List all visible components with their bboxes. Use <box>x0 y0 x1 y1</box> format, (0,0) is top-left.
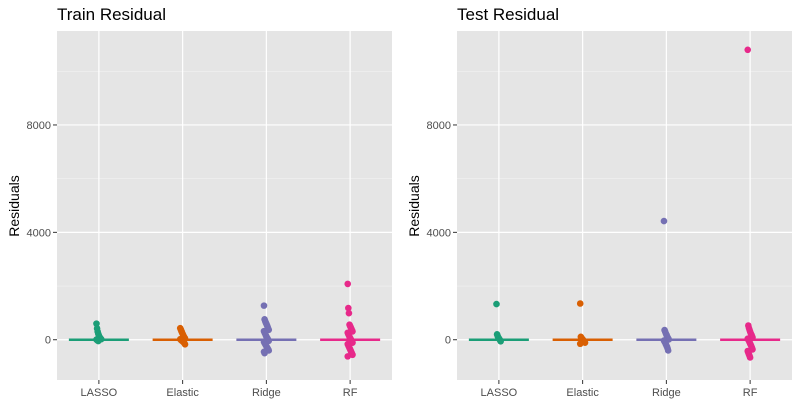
y-tick-label: 8000 <box>427 120 451 132</box>
x-tick-label: RF <box>343 387 358 399</box>
y-tick-label: 0 <box>45 335 51 347</box>
train-chart: 0 4000 8000 LASSO Elastic Ridge RF <box>27 31 392 399</box>
data-point <box>744 46 752 54</box>
test-chart: 0 4000 8000 LASSO Elastic Ridge RF <box>427 31 792 399</box>
data-point <box>345 304 352 312</box>
data-point <box>345 309 353 317</box>
data-point <box>344 353 352 360</box>
data-point <box>576 340 584 348</box>
data-point <box>660 217 668 225</box>
x-tick-label: Ridge <box>252 387 281 399</box>
x-tick-label: LASSO <box>81 387 118 399</box>
data-point <box>576 300 584 307</box>
data-point <box>181 340 189 348</box>
y-tick-label: 4000 <box>427 227 451 239</box>
y-tick-label: 8000 <box>27 120 51 132</box>
x-tick-label: LASSO <box>481 387 518 399</box>
y-tick-label: 4000 <box>27 227 51 239</box>
data-point <box>260 302 268 309</box>
data-point <box>746 354 754 361</box>
x-tick-label: Elastic <box>166 387 199 399</box>
data-point <box>261 349 268 357</box>
y-tick-label: 0 <box>445 335 451 347</box>
data-point <box>497 338 504 345</box>
data-point <box>344 280 352 288</box>
panel-title: Train Residual <box>57 5 166 24</box>
plot-background <box>457 31 792 380</box>
train-panel: Train Residual Residuals 0 4000 8000 LASSO E… <box>6 5 392 399</box>
data-point <box>93 320 100 327</box>
plot-background <box>57 31 392 380</box>
x-tick-label: Elastic <box>566 387 599 399</box>
data-point <box>664 347 672 354</box>
test-panel: Test Residual Residuals 0 4000 8000 LASSO El… <box>400 0 800 412</box>
data-point <box>94 337 102 345</box>
x-tick-label: Ridge <box>652 387 681 399</box>
x-tick-label: RF <box>743 387 758 399</box>
data-point <box>493 300 500 308</box>
panel-title: Test Residual <box>457 5 560 24</box>
